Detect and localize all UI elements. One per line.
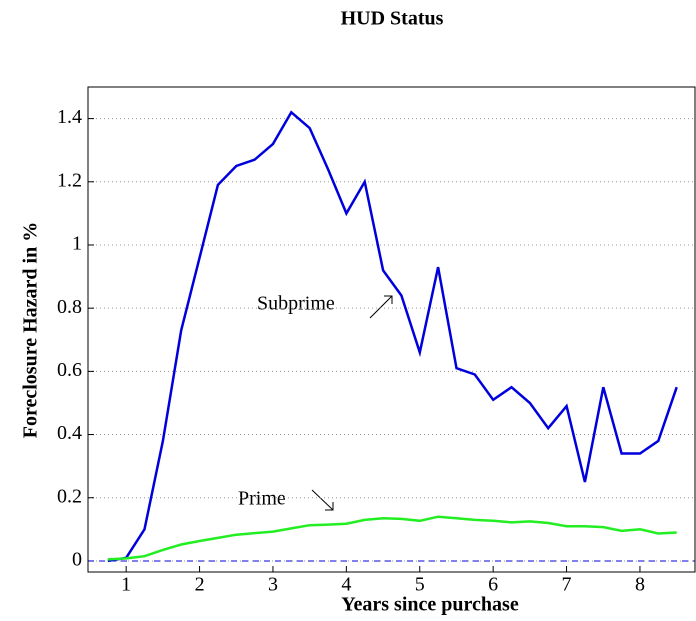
series-line [107,110,678,563]
x-tick-label: 5 [415,574,425,596]
x-tick-label: 1 [121,574,131,596]
annotation-arrow [369,295,393,319]
x-tick-label: 4 [341,574,351,596]
y-tick-label: 0.6 [57,359,82,381]
series-line [107,515,677,561]
x-tick-label: 3 [268,574,278,596]
y-tick-label: 0.2 [57,485,82,507]
annotation: Prime [238,488,286,510]
annotation-arrowhead [325,502,334,511]
y-tick-label: 1.2 [57,169,82,191]
y-axis-label: Foreclosure Hazard in % [20,222,42,438]
y-tick-label: 0.8 [57,296,82,318]
x-tick-label: 7 [562,574,572,596]
annotation-arrow [311,489,334,511]
x-axis-label: Years since purchase [341,594,519,616]
y-tick-label: 0.4 [57,422,82,444]
chart-title: HUD Status [341,8,444,30]
x-tick-label: 6 [488,574,498,596]
y-tick-label: 1.4 [57,106,82,128]
x-tick-label: 2 [195,574,205,596]
plot-frame [87,86,696,573]
y-tick-label: 1 [72,233,82,255]
annotation-arrowhead [384,295,393,304]
y-tick-label: 0 [72,549,82,571]
x-tick-label: 8 [635,574,645,596]
annotation: Subprime [257,293,335,315]
